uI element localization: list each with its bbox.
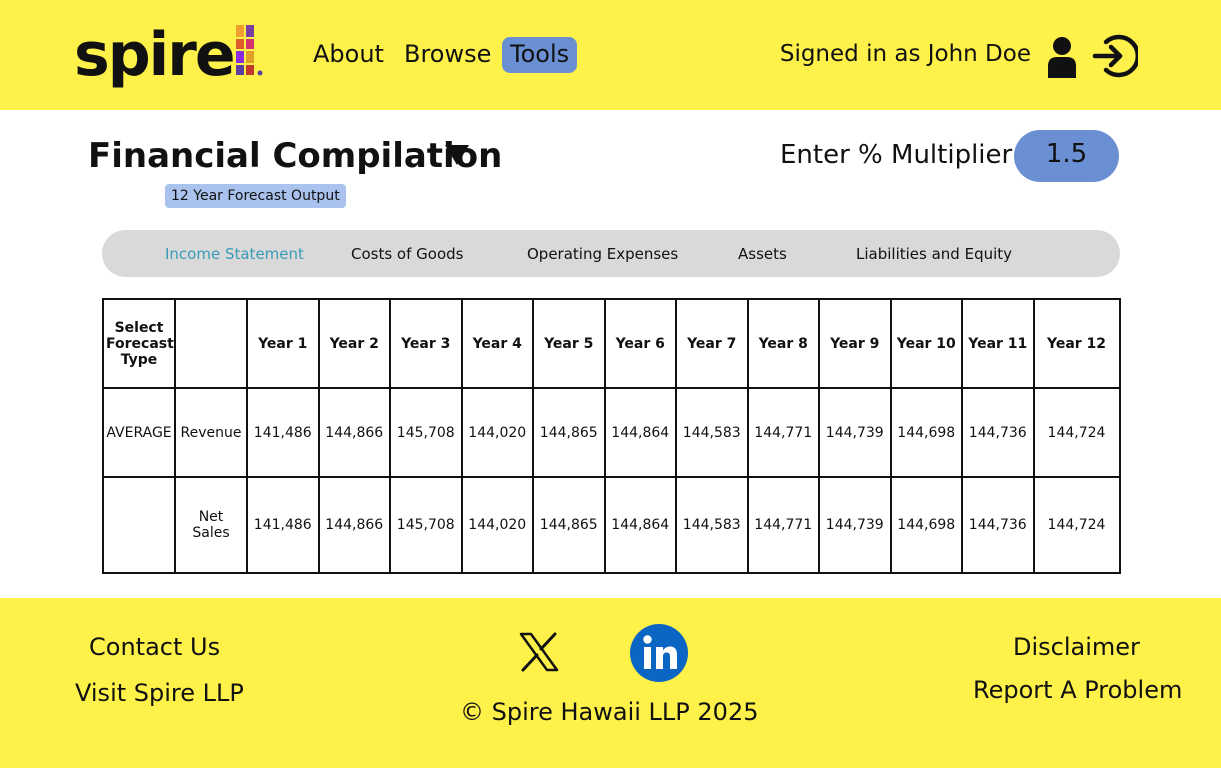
tab-costs-of-goods[interactable]: Costs of Goods xyxy=(351,245,464,263)
report-problem-link[interactable]: Report A Problem xyxy=(973,676,1183,704)
table-cell: 144,724 xyxy=(1032,476,1121,574)
table-cell: 144,583 xyxy=(675,476,749,574)
header-cell xyxy=(174,298,248,389)
user-icon[interactable] xyxy=(1046,36,1078,78)
table-cell: 144,583 xyxy=(675,387,749,478)
statement-tabs: Income Statement Costs of Goods Operatin… xyxy=(102,230,1120,277)
header-cell: Year 11 xyxy=(961,298,1035,389)
header-cell: Year 10 xyxy=(889,298,963,389)
visit-spire-link[interactable]: Visit Spire LLP xyxy=(75,679,244,707)
table-cell: 145,708 xyxy=(389,476,463,574)
table-cell: 144,865 xyxy=(532,476,606,574)
table-cell: 141,486 xyxy=(246,387,320,478)
page-title: Financial Compilation xyxy=(88,136,503,176)
caret-down-icon[interactable] xyxy=(444,144,470,166)
forecast-badge: 12 Year Forecast Output xyxy=(165,184,346,208)
nav-about[interactable]: About xyxy=(313,40,384,68)
table-cell: 144,866 xyxy=(317,476,391,574)
contact-us-link[interactable]: Contact Us xyxy=(89,633,221,661)
table-cell: 144,864 xyxy=(603,476,677,574)
table-cell: 144,771 xyxy=(746,476,820,574)
nav-tools[interactable]: Tools xyxy=(502,37,578,73)
table-cell: 144,739 xyxy=(818,387,892,478)
tab-operating-expenses[interactable]: Operating Expenses xyxy=(527,245,679,263)
table-cell: 144,771 xyxy=(746,387,820,478)
header-cell: Year 8 xyxy=(746,298,820,389)
copyright-text: © Spire Hawaii LLP 2025 xyxy=(460,698,759,726)
table-cell: 144,736 xyxy=(961,476,1035,574)
header-cell: Year 2 xyxy=(317,298,391,389)
header-cell: Year 12 xyxy=(1032,298,1121,389)
table-cell: 144,020 xyxy=(460,387,534,478)
nav-browse[interactable]: Browse xyxy=(404,40,492,68)
multiplier-input[interactable] xyxy=(1014,130,1119,182)
site-footer: Contact Us Visit Spire LLP © Spire Hawai… xyxy=(0,598,1221,768)
forecast-type-select[interactable]: AVERAGE xyxy=(102,387,176,478)
header-cell: Year 1 xyxy=(246,298,320,389)
signed-in-text: Signed in as John Doe xyxy=(779,41,1031,67)
tab-liabilities-equity[interactable]: Liabilities and Equity xyxy=(856,245,1013,263)
header-cell: Year 9 xyxy=(818,298,892,389)
x-logo-icon[interactable] xyxy=(519,632,559,672)
forecast-table: Select Forecast Type Year 1 Year 2 Year … xyxy=(102,298,1121,574)
table-cell: 144,724 xyxy=(1032,387,1121,478)
header-cell: Year 3 xyxy=(389,298,463,389)
forecast-type-select[interactable] xyxy=(102,476,176,574)
row-label: Net Sales xyxy=(174,476,248,574)
header-cell: Year 7 xyxy=(675,298,749,389)
table-header-row: Select Forecast Type Year 1 Year 2 Year … xyxy=(102,298,1121,389)
table-row: AVERAGE Revenue 141,486 144,866 145,708 … xyxy=(102,387,1121,478)
table-row: Net Sales 141,486 144,866 145,708 144,02… xyxy=(102,476,1121,574)
header-cell: Year 6 xyxy=(603,298,677,389)
header-cell: Year 4 xyxy=(460,298,534,389)
table-cell: 144,864 xyxy=(603,387,677,478)
table-cell: 144,698 xyxy=(889,387,963,478)
tab-assets[interactable]: Assets xyxy=(738,245,787,263)
table-cell: 141,486 xyxy=(246,476,320,574)
multiplier-label: Enter % Multiplier: xyxy=(780,140,1021,170)
table-cell: 144,865 xyxy=(532,387,606,478)
table-cell: 144,698 xyxy=(889,476,963,574)
tab-income-statement[interactable]: Income Statement xyxy=(165,245,304,263)
table-cell: 145,708 xyxy=(389,387,463,478)
table-cell: 144,736 xyxy=(961,387,1035,478)
spire-logo[interactable]: spire xyxy=(74,20,263,92)
header-cell: Select Forecast Type xyxy=(102,298,176,389)
table-cell: 144,020 xyxy=(460,476,534,574)
table-cell: 144,739 xyxy=(818,476,892,574)
disclaimer-link[interactable]: Disclaimer xyxy=(1013,633,1140,661)
logo-mark-icon xyxy=(236,25,263,76)
header-cell: Year 5 xyxy=(532,298,606,389)
table-cell: 144,866 xyxy=(317,387,391,478)
linkedin-icon[interactable] xyxy=(629,623,689,683)
site-header: spire About Browse Tools Signed in as Jo… xyxy=(0,0,1221,110)
row-label: Revenue xyxy=(174,387,248,478)
sign-in-icon[interactable] xyxy=(1092,34,1138,78)
logo-text: spire xyxy=(74,20,236,90)
